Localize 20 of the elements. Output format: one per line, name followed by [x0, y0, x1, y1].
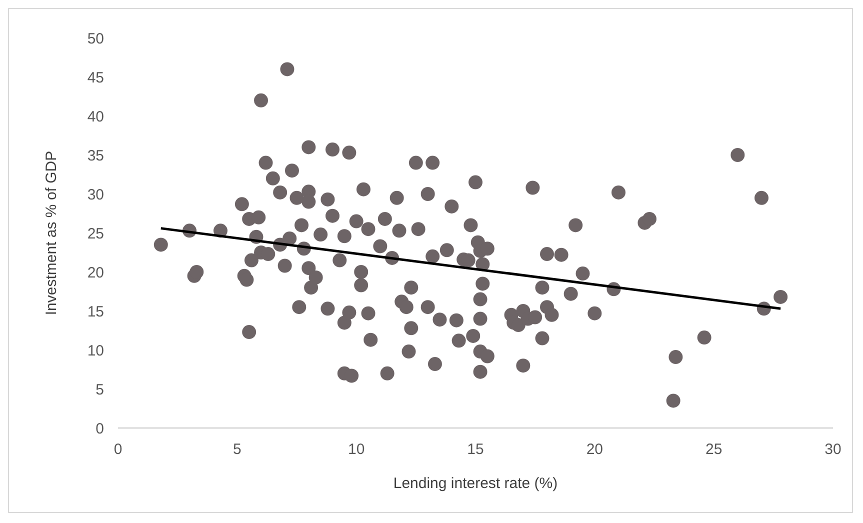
y-tick-label: 25 [87, 225, 104, 242]
y-tick-label: 45 [87, 69, 104, 86]
x-tick-label: 20 [586, 441, 604, 458]
y-tick-label: 35 [87, 147, 104, 164]
y-axis-title: Investment as % of GDP [43, 150, 60, 316]
x-tick-label: 10 [348, 441, 365, 458]
y-tick-label: 40 [87, 108, 104, 126]
y-tick-label: 15 [87, 303, 104, 320]
y-tick-label: 10 [87, 342, 104, 360]
y-tick-label: 5 [96, 381, 104, 398]
y-tick-label: 30 [87, 186, 104, 204]
y-tick-label: 0 [96, 420, 104, 438]
x-tick-label: 5 [232, 441, 242, 458]
x-tick-label: 25 [705, 441, 722, 458]
y-tick-label: 20 [87, 264, 104, 282]
y-tick-label: 50 [87, 30, 104, 48]
x-tick-label: 0 [114, 441, 122, 458]
x-tick-label: 30 [824, 441, 842, 458]
x-axis-title: Lending interest rate (%) [393, 475, 558, 492]
x-tick-label: 15 [467, 441, 484, 458]
